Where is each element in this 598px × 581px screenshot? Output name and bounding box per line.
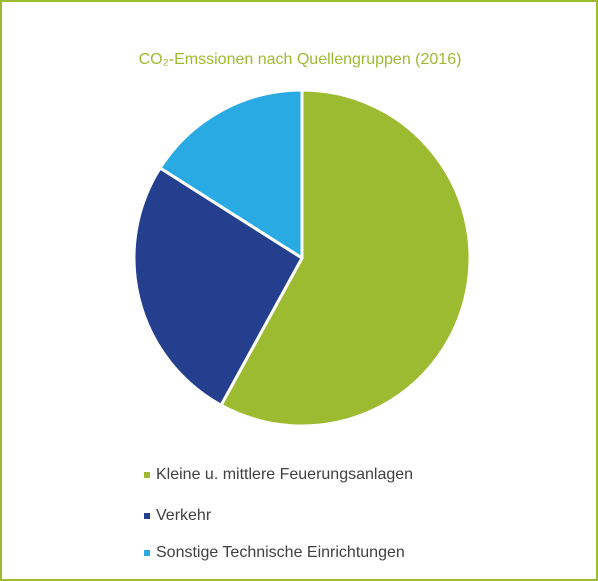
- legend-label: Sonstige Technische Einrichtungen: [156, 544, 405, 561]
- pie-slice: [132, 166, 304, 407]
- legend-marker: [144, 472, 150, 478]
- legend-label: Kleine u. mittlere Feuerungsanlagen: [156, 466, 413, 483]
- pie-slice: [158, 88, 304, 260]
- pie-slice: [219, 88, 472, 428]
- legend-label: Verkehr: [156, 507, 212, 524]
- legend-marker: [144, 550, 150, 556]
- legend-marker: [144, 513, 150, 519]
- chart-title: CO₂-Emssionen nach Quellengruppen (2016): [139, 51, 462, 68]
